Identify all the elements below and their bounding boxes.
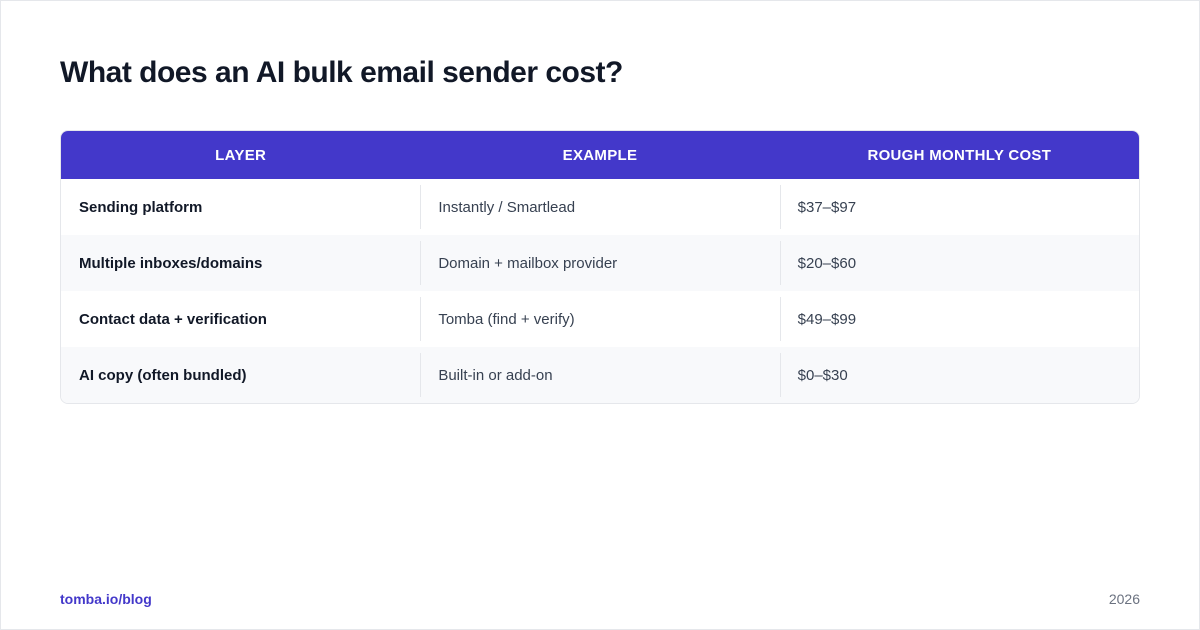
cell-cost: $20–$60 xyxy=(779,235,1139,291)
cell-example: Built-in or add-on xyxy=(420,347,779,403)
cell-cost: $0–$30 xyxy=(779,347,1139,403)
cell-example: Tomba (find + verify) xyxy=(420,291,779,347)
table-row: Multiple inboxes/domains Domain + mailbo… xyxy=(61,235,1139,291)
table-row: Contact data + verification Tomba (find … xyxy=(61,291,1139,347)
cost-table: LAYER EXAMPLE ROUGH MONTHLY COST Sending… xyxy=(60,130,1140,404)
blog-link[interactable]: tomba.io/blog xyxy=(60,591,152,607)
footer-year: 2026 xyxy=(1108,591,1140,607)
page-title: What does an AI bulk email sender cost? xyxy=(60,56,623,89)
cell-layer: AI copy (often bundled) xyxy=(79,366,247,384)
header-layer: LAYER xyxy=(215,146,267,164)
table-header: LAYER EXAMPLE ROUGH MONTHLY COST xyxy=(61,131,1139,179)
cell-example: Domain + mailbox provider xyxy=(420,235,779,291)
cell-layer: Contact data + verification xyxy=(79,310,267,328)
cell-layer: Sending platform xyxy=(79,198,203,216)
table-row: AI copy (often bundled) Built-in or add-… xyxy=(61,347,1139,403)
header-cost: ROUGH MONTHLY COST xyxy=(867,146,1052,164)
header-example: EXAMPLE xyxy=(562,146,638,164)
cell-layer: Multiple inboxes/domains xyxy=(79,254,263,272)
table-row: Sending platform Instantly / Smartlead $… xyxy=(61,179,1139,235)
cell-cost: $37–$97 xyxy=(779,179,1139,235)
cell-cost: $49–$99 xyxy=(779,291,1139,347)
cell-example: Instantly / Smartlead xyxy=(420,179,779,235)
